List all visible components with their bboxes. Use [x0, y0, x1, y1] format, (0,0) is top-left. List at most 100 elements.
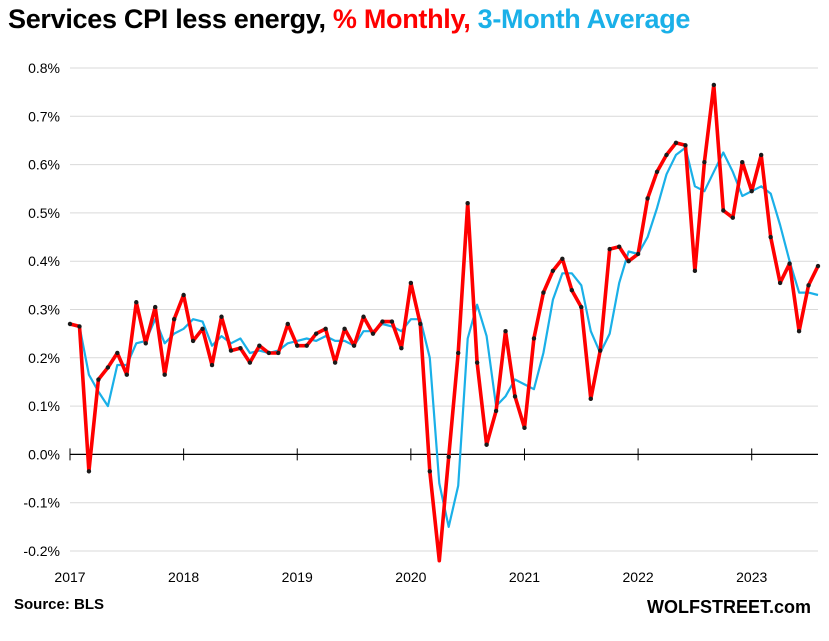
data-point-monthly — [399, 345, 404, 351]
data-point-monthly — [484, 442, 489, 447]
data-point-monthly — [474, 360, 480, 365]
data-point-monthly — [313, 331, 319, 336]
y-tick-label: -0.1% — [23, 495, 60, 511]
y-tick-label: 0.3% — [28, 302, 60, 318]
data-point-monthly — [427, 469, 432, 474]
data-point-monthly — [456, 350, 461, 356]
data-point-monthly — [579, 304, 584, 310]
data-point-monthly — [541, 290, 546, 295]
data-point-monthly — [105, 365, 111, 370]
data-point-monthly — [446, 454, 451, 460]
data-point-monthly — [380, 319, 385, 324]
data-point-monthly — [143, 341, 148, 346]
data-point-monthly — [190, 338, 196, 344]
title-part-black: Services CPI less energy, — [8, 4, 326, 34]
data-point-monthly — [295, 343, 300, 348]
data-point-monthly — [370, 331, 376, 336]
data-point-monthly — [702, 159, 707, 165]
brand-label: WOLFSTREET.com — [646, 597, 811, 617]
data-point-monthly — [730, 215, 735, 220]
data-point-monthly — [304, 343, 309, 348]
data-point-monthly — [181, 292, 186, 298]
data-point-monthly — [787, 261, 792, 266]
y-tick-label: 0.7% — [28, 108, 60, 124]
data-point-monthly — [332, 360, 338, 365]
source-note: Source: BLS — [14, 596, 105, 613]
x-axis — [69, 448, 818, 461]
data-point-monthly — [342, 326, 347, 332]
data-point-monthly — [522, 425, 527, 431]
data-point-monthly — [607, 246, 612, 252]
data-point-monthly — [588, 396, 593, 402]
data-point-monthly — [209, 362, 215, 368]
data-point-monthly — [228, 348, 234, 353]
data-point-monthly — [351, 343, 357, 348]
data-point-monthly — [77, 324, 82, 329]
data-point-monthly — [257, 343, 262, 348]
data-point-monthly — [361, 314, 366, 319]
data-point-monthly — [86, 469, 92, 474]
data-point-monthly — [796, 329, 802, 334]
series-line-3-month-average — [69, 146, 819, 528]
y-axis-ticks: 0.8% 0.7% 0.6% 0.5% 0.4% 0.3% 0.2% 0.1% 0.0% -0.1… — [23, 60, 60, 559]
data-point-monthly — [153, 304, 158, 310]
y-tick-label: 0.6% — [28, 157, 60, 173]
data-point-monthly — [285, 321, 290, 327]
data-point-monthly — [560, 256, 565, 261]
data-point-monthly — [664, 152, 669, 158]
x-tick-label: 2019 — [282, 569, 313, 585]
data-point-monthly — [503, 329, 508, 334]
title-part-monthly: % Monthly, — [332, 4, 471, 34]
data-point-monthly — [171, 316, 177, 322]
data-point-monthly — [550, 268, 556, 274]
data-point-monthly — [200, 326, 205, 332]
data-point-monthly — [721, 208, 726, 213]
data-point-monthly — [598, 348, 603, 353]
data-point-monthly — [749, 188, 754, 194]
data-point-monthly — [389, 319, 395, 324]
data-point-monthly — [673, 140, 679, 146]
x-tick-label: 2022 — [623, 569, 654, 585]
x-tick-label: 2017 — [54, 569, 85, 585]
data-point-monthly — [777, 280, 783, 286]
y-tick-label: 0.2% — [28, 350, 60, 366]
data-point-monthly — [569, 287, 575, 293]
data-point-monthly — [134, 300, 139, 305]
data-point-monthly — [238, 345, 243, 351]
monthly-markers — [67, 82, 821, 474]
data-point-monthly — [512, 394, 518, 399]
data-point-monthly — [692, 268, 698, 274]
data-point-monthly — [96, 377, 101, 382]
data-point-monthly — [124, 372, 130, 377]
data-point-monthly — [408, 280, 414, 286]
y-tick-label: -0.2% — [23, 543, 60, 559]
title-part-average: 3-Month Average — [477, 4, 691, 34]
data-point-monthly — [67, 321, 73, 327]
data-point-monthly — [219, 314, 224, 319]
series-line-monthly — [69, 83, 820, 563]
data-point-monthly — [683, 143, 688, 148]
x-tick-label: 2023 — [736, 569, 767, 585]
average-series — [69, 146, 819, 528]
data-point-monthly — [768, 234, 773, 240]
y-tick-label: 0.4% — [28, 253, 60, 269]
y-tick-label: 0.1% — [28, 398, 60, 414]
x-axis-ticks: 2017 2018 2019 2020 2021 2022 2023 — [54, 569, 767, 585]
data-point-monthly — [616, 244, 622, 249]
data-point-monthly — [115, 350, 120, 356]
data-point-monthly — [465, 201, 470, 206]
data-point-monthly — [711, 82, 717, 88]
data-point-monthly — [323, 326, 328, 332]
data-point-monthly — [626, 259, 631, 264]
x-tick-label: 2021 — [509, 569, 540, 585]
data-point-monthly — [418, 321, 423, 327]
monthly-series — [69, 83, 820, 563]
chart-title: Services CPI less energy, % Monthly, 3-M… — [8, 4, 823, 35]
data-point-monthly — [645, 196, 650, 201]
y-tick-label: 0.5% — [28, 205, 60, 221]
data-point-monthly — [654, 169, 660, 175]
data-point-monthly — [276, 350, 281, 356]
data-point-monthly — [266, 350, 272, 356]
data-point-monthly — [162, 372, 167, 377]
